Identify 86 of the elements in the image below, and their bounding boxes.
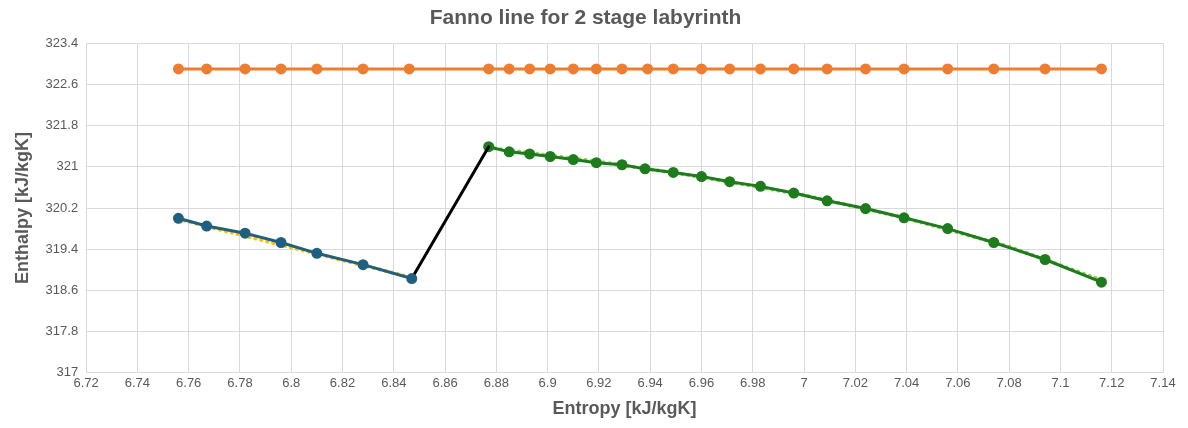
- point: [544, 151, 556, 162]
- x-tick-label: 7.06: [945, 375, 971, 391]
- y-tick-label: 322.6: [45, 75, 79, 91]
- y-tick-label: 320.2: [45, 199, 79, 215]
- x-tick-label: 6.78: [227, 375, 253, 391]
- x-tick-label: 6.8: [282, 375, 301, 391]
- point: [988, 63, 1000, 75]
- x-tick-label: 6.88: [483, 375, 510, 391]
- point: [942, 63, 954, 75]
- point: [239, 227, 251, 239]
- point: [695, 171, 707, 183]
- x-tick-label: 7.12: [1099, 375, 1125, 391]
- chart-title: Fanno line for 2 stage labyrinth: [429, 5, 742, 29]
- point: [406, 273, 418, 285]
- x-tick-label: 6.82: [329, 375, 356, 391]
- y-tick-label: 323.4: [45, 34, 79, 50]
- point: [567, 63, 579, 75]
- point: [616, 63, 628, 75]
- point: [172, 212, 184, 224]
- point: [1039, 63, 1051, 75]
- point: [357, 63, 369, 75]
- x-tick-label: 6.92: [586, 375, 612, 391]
- y-tick-label: 319.4: [45, 240, 79, 256]
- x-tick-label: 6.84: [381, 375, 407, 391]
- x-tick-label: 6.94: [637, 375, 663, 391]
- x-tick-label: 6.9: [538, 375, 557, 391]
- x-tick-label: 7.14: [1150, 375, 1176, 391]
- point: [1095, 276, 1107, 288]
- point: [695, 63, 707, 75]
- x-tick-label: 7.1: [1051, 375, 1070, 391]
- point: [821, 63, 833, 75]
- point: [642, 63, 654, 75]
- point: [616, 159, 628, 171]
- x-tick-label: 6.76: [176, 375, 202, 391]
- x-tick-label: 7: [800, 375, 808, 391]
- y-axis-title: Enthalpy [kJ/kgK]: [11, 131, 32, 285]
- y-tick-label: 321.8: [45, 117, 79, 133]
- point: [483, 63, 495, 75]
- point: [724, 63, 736, 75]
- x-tick-label: 7.04: [893, 375, 920, 391]
- y-tick-label: 318.6: [45, 281, 79, 297]
- x-tick-label: 7.08: [996, 375, 1022, 391]
- point: [544, 63, 556, 75]
- y-tick-label: 317.8: [45, 323, 79, 339]
- point: [590, 63, 602, 75]
- point: [898, 212, 910, 224]
- point: [503, 63, 515, 75]
- x-tick-label: 6.74: [124, 375, 151, 391]
- point: [239, 63, 251, 75]
- point: [821, 195, 833, 207]
- point: [898, 63, 910, 75]
- point: [201, 63, 213, 75]
- point: [311, 247, 323, 259]
- point: [357, 259, 369, 271]
- point: [590, 157, 602, 169]
- point: [860, 63, 872, 75]
- point: [1039, 254, 1051, 265]
- point: [172, 63, 184, 75]
- point: [788, 187, 800, 199]
- point: [667, 63, 679, 75]
- point: [988, 237, 1000, 249]
- point: [311, 63, 323, 75]
- point: [524, 63, 536, 75]
- point: [754, 180, 766, 192]
- point: [754, 63, 766, 75]
- x-tick-label: 6.86: [432, 375, 458, 391]
- point: [860, 203, 872, 215]
- x-tick-label: 7.02: [842, 375, 868, 391]
- point: [503, 146, 515, 158]
- point: [403, 63, 415, 75]
- point: [275, 237, 287, 249]
- y-tick-label: 321: [56, 158, 79, 174]
- x-tick-label: 6.72: [73, 375, 99, 391]
- point: [942, 223, 954, 235]
- point: [524, 148, 536, 160]
- x-axis-title: Entropy [kJ/kgK]: [552, 398, 697, 419]
- point: [788, 63, 800, 75]
- point: [639, 163, 651, 175]
- point: [667, 166, 679, 178]
- x-tick-label: 6.96: [688, 375, 715, 391]
- point: [275, 63, 287, 75]
- x-tick-label: 6.98: [740, 375, 766, 391]
- point: [201, 220, 213, 232]
- point: [567, 154, 579, 166]
- point: [1095, 63, 1107, 75]
- point: [724, 176, 736, 188]
